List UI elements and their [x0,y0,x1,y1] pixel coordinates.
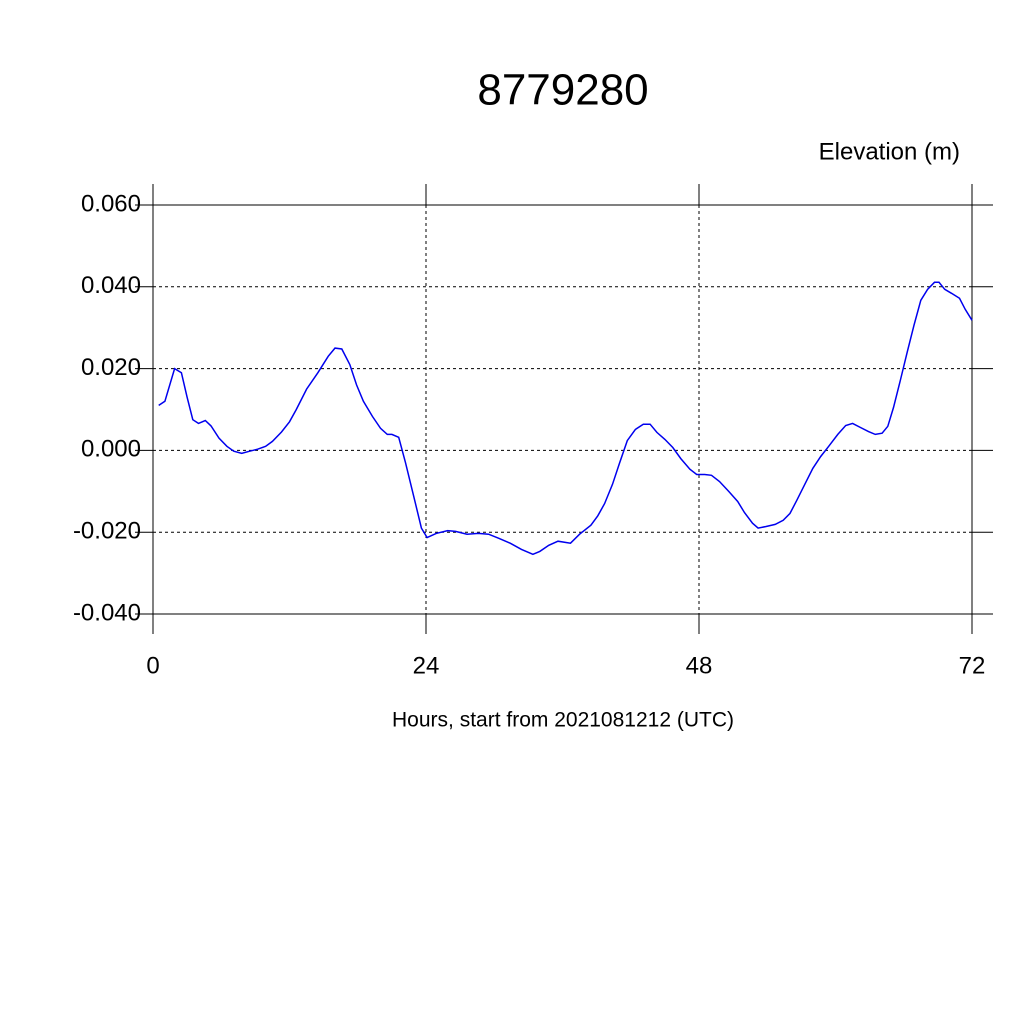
y-tick-label: -0.020 [73,518,141,545]
data-line [158,281,973,556]
x-tick-label: 24 [413,652,440,679]
plot-frame [152,204,973,615]
y-tick-label: 0.040 [81,272,141,299]
x-tick-label: 0 [146,652,159,679]
x-axis-label: Hours, start from 2021081212 (UTC) [392,709,734,732]
x-tick-label: 72 [959,652,986,679]
y-tick-label: 0.020 [81,354,141,381]
y-tick-label: 0.000 [81,436,141,463]
chart-title: 8779280 [477,66,648,115]
x-tick-label: 48 [686,652,713,679]
y-tick-label: 0.060 [81,190,141,217]
y-axis-label: Elevation (m) [819,138,960,165]
y-tick-label: -0.040 [73,599,141,626]
